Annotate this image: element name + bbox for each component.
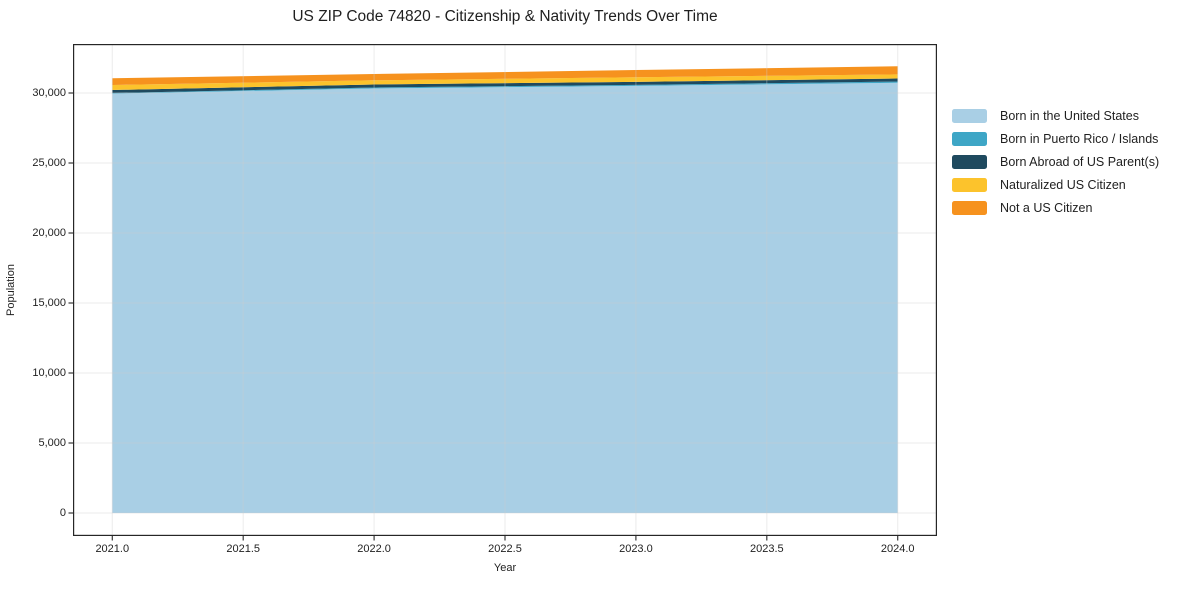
area-not-a-us-citizen	[112, 66, 898, 85]
area-naturalized-us-citizen	[112, 74, 898, 90]
legend-swatch-icon	[952, 200, 987, 215]
y-tick-label: 5,000	[38, 436, 66, 449]
legend-item-born-abroad-of-us-parent-s: Born Abroad of US Parent(s)	[952, 150, 1159, 173]
y-tick-label: 20,000	[32, 226, 66, 239]
legend-swatch-icon	[952, 131, 987, 146]
area-born-in-the-united-states	[112, 82, 898, 514]
chart-title: US ZIP Code 74820 - Citizenship & Nativi…	[292, 8, 718, 25]
x-tick-label: 2023.5	[749, 543, 784, 555]
plot-area	[68, 44, 937, 541]
legend-label: Naturalized US Citizen	[1000, 177, 1126, 192]
legend: Born in the United States Born in Puerto …	[952, 104, 1159, 219]
legend-label: Born in the United States	[1000, 108, 1139, 123]
x-axis-label: Year	[493, 562, 517, 574]
x-tick-label: 2022.0	[357, 543, 391, 555]
y-tick-label: 30,000	[32, 86, 66, 99]
x-tick-label: 2024.0	[880, 543, 915, 555]
x-tick-label: 2023.0	[619, 543, 653, 555]
y-tick-label: 25,000	[32, 156, 66, 169]
legend-label: Not a US Citizen	[1000, 200, 1093, 215]
plot-frame	[73, 44, 937, 536]
y-axis-label: Population	[5, 264, 17, 316]
stacked-area-chart	[68, 44, 937, 541]
legend-item-born-in-puerto-rico-islands: Born in Puerto Rico / Islands	[952, 127, 1159, 150]
legend-item-born-in-the-united-states: Born in the United States	[952, 104, 1159, 127]
area-born-in-puerto-rico-islands	[112, 81, 898, 94]
legend-item-not-a-us-citizen: Not a US Citizen	[952, 196, 1159, 219]
legend-item-naturalized-us-citizen: Naturalized US Citizen	[952, 173, 1159, 196]
legend-swatch-icon	[952, 108, 987, 123]
x-tick-label: 2021.0	[95, 543, 130, 555]
y-tick-label: 0	[59, 506, 66, 519]
x-tick-label: 2022.5	[488, 543, 522, 555]
legend-swatch-icon	[952, 154, 987, 169]
legend-label: Born in Puerto Rico / Islands	[1000, 131, 1159, 146]
area-born-abroad-of-us-parent-s	[112, 78, 898, 93]
x-tick-label: 2021.5	[226, 543, 260, 555]
y-tick-label: 10,000	[32, 366, 66, 379]
legend-swatch-icon	[952, 177, 987, 192]
legend-label: Born Abroad of US Parent(s)	[1000, 154, 1160, 169]
